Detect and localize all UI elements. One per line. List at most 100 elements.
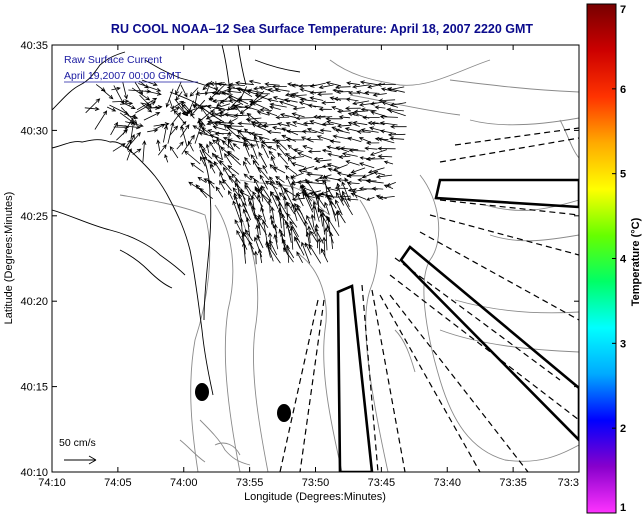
x-tick-label: 73:35 (499, 477, 527, 489)
current-vector (113, 125, 130, 130)
colorbar-ticks: 1 2 3 4 5 6 7 (612, 3, 627, 514)
current-vector (175, 91, 183, 101)
current-vector (165, 88, 174, 108)
current-vector (236, 129, 252, 134)
colorbar-tick-label: 1 (620, 502, 626, 514)
current-vector (167, 121, 175, 144)
current-vector (306, 137, 323, 142)
current-vector (357, 178, 368, 182)
current-vector (321, 211, 326, 235)
current-vector (246, 118, 261, 126)
current-vector (251, 123, 269, 132)
temperature-colorbar: 1 2 3 4 5 6 7 Temperature (°C) (586, 3, 642, 514)
current-vector (362, 115, 380, 120)
current-vector (307, 103, 323, 108)
current-vector (214, 103, 231, 110)
current-vector (286, 82, 299, 87)
current-vector (317, 92, 333, 97)
current-vector (199, 156, 206, 167)
current-vector (315, 158, 332, 164)
current-vector (282, 195, 287, 210)
colorbar-tick-label: 7 (620, 4, 626, 16)
current-vector (248, 200, 255, 216)
current-vector (313, 191, 320, 207)
current-vector (325, 116, 342, 121)
current-vector (237, 121, 252, 126)
current-vector (176, 141, 184, 150)
current-vector (211, 91, 225, 96)
dashed-line (379, 294, 481, 472)
current-vector (311, 204, 317, 221)
current-vector (302, 166, 315, 171)
current-vector (293, 148, 304, 153)
current-vector (390, 124, 407, 129)
current-vector (256, 234, 264, 249)
current-vector (277, 152, 289, 165)
y-tick-label: 40:20 (20, 296, 48, 308)
current-vector (325, 193, 336, 216)
current-vector (243, 173, 252, 181)
current-vector (266, 243, 281, 264)
current-vector (214, 155, 223, 160)
current-vector (324, 227, 329, 251)
current-vector (209, 163, 216, 174)
current-vector (194, 123, 203, 144)
x-tick-label: 74:10 (38, 477, 66, 489)
y-tick-label: 40:10 (20, 467, 48, 479)
current-vector (253, 178, 261, 191)
current-vector (324, 201, 330, 215)
dashed-line (371, 289, 406, 472)
outline-box (434, 178, 579, 209)
current-vector (259, 174, 268, 190)
current-vector (383, 184, 394, 189)
current-vector (127, 133, 135, 151)
current-vector (379, 121, 398, 126)
current-vector (228, 82, 246, 87)
current-vector (270, 191, 279, 209)
current-vector (322, 179, 335, 199)
current-vector (310, 230, 318, 242)
current-vector (291, 94, 307, 100)
x-tick-label: 73:40 (433, 477, 461, 489)
current-vector (370, 110, 388, 118)
current-vector (253, 135, 260, 149)
current-vector (248, 99, 262, 104)
annotation-raw-current: Raw Surface Current (64, 54, 162, 66)
current-vector (360, 107, 377, 112)
current-vector (279, 113, 297, 119)
current-vector (350, 167, 366, 174)
outline-boxes (336, 178, 579, 472)
current-vector (121, 101, 136, 109)
x-tick-label: 74:05 (104, 477, 132, 489)
current-vector (189, 87, 199, 97)
current-vector (269, 239, 278, 256)
current-vector (248, 79, 261, 84)
current-vector (169, 99, 174, 111)
current-vector (309, 90, 327, 95)
current-vector (190, 162, 204, 173)
current-vector (226, 89, 242, 94)
current-vector (332, 134, 351, 140)
y-tick-label: 40:25 (20, 211, 48, 223)
x-tick-label: 74:00 (170, 477, 198, 489)
current-vector (207, 179, 215, 189)
current-vector (321, 122, 334, 127)
current-vector (181, 110, 193, 115)
colorbar-tick-label: 2 (620, 423, 626, 435)
current-vector (335, 191, 345, 206)
current-vector (275, 175, 285, 183)
current-vector (198, 187, 213, 200)
current-vector (262, 122, 280, 128)
current-vector (364, 146, 378, 151)
annotation-date: April 19,2007 00:00 GMT (64, 70, 182, 82)
current-vector (271, 84, 287, 89)
current-vector (361, 172, 375, 179)
current-vector (287, 144, 297, 153)
current-vector (180, 124, 190, 138)
current-vector (227, 138, 243, 144)
current-vector (245, 216, 251, 237)
current-vector (289, 220, 299, 237)
current-vector (301, 241, 311, 264)
current-vector (269, 102, 287, 108)
current-vector (284, 165, 298, 176)
